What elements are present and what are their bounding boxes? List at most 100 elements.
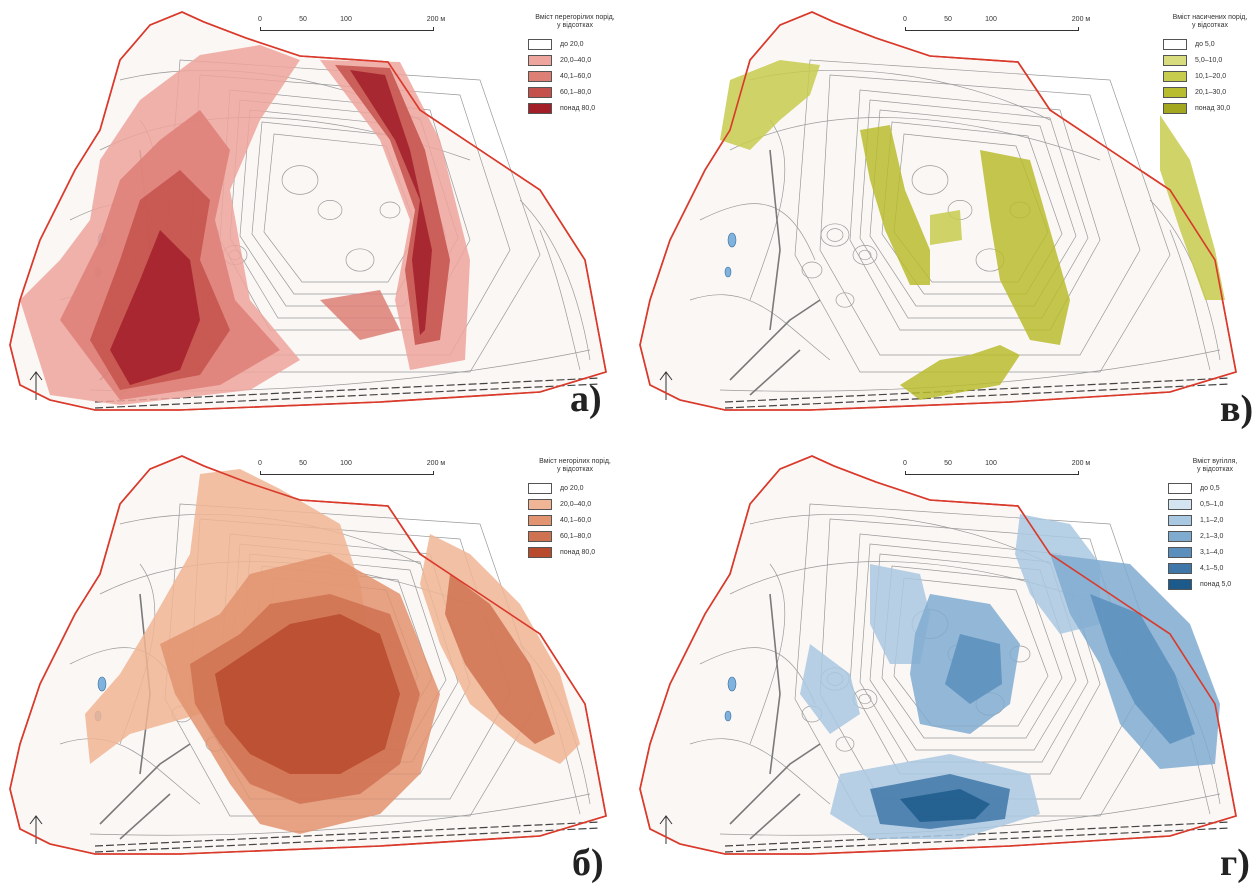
legend-swatch	[1168, 546, 1192, 558]
legend-item: 4,1–5,0	[1160, 560, 1260, 576]
legend: Вміст насичених порід, у відсотках до 5,0…	[1155, 14, 1260, 116]
heap-map-v	[639, 11, 1237, 411]
heap-map-g	[639, 455, 1237, 855]
legend-title: Вміст перегорілих порід, у відсотках	[535, 14, 615, 29]
scale-tick: 100	[340, 16, 352, 23]
legend-label: до 20,0	[560, 40, 584, 48]
legend-label: 60,1–80,0	[560, 532, 592, 540]
legend: Вміст вугілля, у відсотках до 0,5 0,5–1,0 1…	[1160, 458, 1260, 592]
scale-tick: 0	[903, 16, 907, 23]
distribution-zone	[900, 345, 1020, 400]
legend-label: до 20,0	[560, 484, 584, 492]
scale-tick: 0	[258, 16, 262, 23]
legend-swatch	[1168, 514, 1192, 526]
legend-swatch	[1163, 70, 1187, 82]
panel-label: в)	[1220, 388, 1254, 430]
legend-item: 40,1–60,0	[520, 512, 630, 528]
legend-item: 60,1–80,0	[520, 84, 630, 100]
legend-item: понад 80,0	[520, 100, 630, 116]
legend-item: до 20,0	[520, 480, 630, 496]
distribution-zone	[215, 614, 400, 774]
legend-swatch	[1168, 578, 1192, 590]
legend-swatch	[528, 86, 552, 98]
legend-item: 10,1–20,0	[1155, 68, 1260, 84]
legend-item: до 20,0	[520, 36, 630, 52]
legend-swatch	[1168, 498, 1192, 510]
scale-tick: 200 м	[1071, 16, 1091, 23]
legend-swatch	[1168, 530, 1192, 542]
legend-title: Вміст вугілля, у відсотках	[1192, 458, 1238, 473]
scale-bar: 0 50 100 200 м	[903, 16, 1090, 38]
distribution-zone	[900, 789, 990, 822]
distribution-zone	[860, 125, 930, 285]
legend-item: 3,1–4,0	[1160, 544, 1260, 560]
scale-tick: 200 м	[1071, 460, 1091, 467]
legend-label: 20,0–40,0	[560, 500, 592, 508]
legend-swatch	[528, 38, 552, 50]
legend-label: до 0,5	[1200, 484, 1220, 492]
legend-label: понад 80,0	[560, 104, 596, 112]
distribution-zone	[1090, 594, 1195, 744]
legend-label: до 5,0	[1195, 40, 1215, 48]
legend-label: 4,1–5,0	[1200, 564, 1224, 572]
scale-tick: 100	[985, 16, 997, 23]
distribution-zone	[350, 70, 432, 335]
legend-item: до 5,0	[1155, 36, 1260, 52]
scale-bar: 0 50 100 200 м	[903, 460, 1090, 482]
scale-tick: 100	[340, 460, 352, 467]
panel-label: г)	[1220, 842, 1250, 884]
legend-item: 2,1–3,0	[1160, 528, 1260, 544]
legend-label: понад 5,0	[1200, 580, 1232, 588]
legend-label: 0,5–1,0	[1200, 500, 1224, 508]
legend-label: 40,1–60,0	[560, 72, 592, 80]
legend-swatch	[1168, 482, 1192, 494]
legend-swatch	[528, 54, 552, 66]
scale-tick: 50	[299, 460, 307, 467]
legend-swatch	[528, 514, 552, 526]
legend-title: Вміст негорілих порід, у відсотках	[539, 458, 611, 473]
distribution-zone	[945, 634, 1002, 704]
legend-swatch	[528, 482, 552, 494]
legend-item: 20,0–40,0	[520, 52, 630, 68]
distribution-zone	[320, 290, 400, 340]
legend-item: понад 5,0	[1160, 576, 1260, 592]
panel-label: а)	[570, 378, 602, 420]
heap-map-a	[9, 11, 607, 411]
legend-item: 20,0–40,0	[520, 496, 630, 512]
legend-swatch	[1163, 38, 1187, 50]
scale-tick: 50	[944, 460, 952, 467]
legend-swatch	[528, 546, 552, 558]
legend-item: 1,1–2,0	[1160, 512, 1260, 528]
legend-item: до 0,5	[1160, 480, 1260, 496]
legend-label: 10,1–20,0	[1195, 72, 1227, 80]
map-panel-b: 0 50 100 200 м Вміст негорілих порід, у в…	[0, 444, 630, 888]
legend-title: Вміст насичених порід, у відсотках	[1172, 14, 1248, 29]
legend-item: 0,5–1,0	[1160, 496, 1260, 512]
scale-tick: 100	[985, 460, 997, 467]
legend-label: 60,1–80,0	[560, 88, 592, 96]
legend-item: 40,1–60,0	[520, 68, 630, 84]
map-panel-g: 0 50 100 200 м Вміст вугілля, у відсотках…	[630, 444, 1260, 888]
legend: Вміст перегорілих порід, у відсотках до 2…	[520, 14, 630, 116]
legend-item: 60,1–80,0	[520, 528, 630, 544]
map-panel-v: 0 50 100 200 м Вміст насичених порід, у в…	[630, 0, 1260, 444]
panel-label: б)	[572, 842, 604, 884]
legend-swatch	[528, 102, 552, 114]
legend-swatch	[528, 530, 552, 542]
legend-item: понад 80,0	[520, 544, 630, 560]
legend-label: 20,0–40,0	[560, 56, 592, 64]
legend-label: 2,1–3,0	[1200, 532, 1224, 540]
scale-tick: 0	[258, 460, 262, 467]
heap-map-b	[9, 455, 607, 855]
distribution-zone	[720, 60, 820, 150]
scale-tick: 0	[903, 460, 907, 467]
scale-tick: 200 м	[426, 16, 446, 23]
scale-bar: 0 50 100 200 м	[258, 16, 445, 38]
legend-swatch	[528, 498, 552, 510]
map-panel-a: 0 50 100 200 м Вміст перегорілих порід, у…	[0, 0, 630, 444]
scale-tick: 200 м	[426, 460, 446, 467]
legend-label: 40,1–60,0	[560, 516, 592, 524]
legend-label: понад 80,0	[560, 548, 596, 556]
legend-swatch	[1163, 86, 1187, 98]
distribution-zone	[110, 230, 200, 385]
